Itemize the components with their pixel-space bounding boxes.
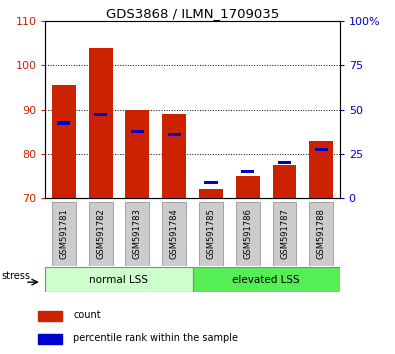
Bar	[38, 311, 62, 321]
Bar	[241, 170, 254, 173]
Bar	[193, 267, 340, 292]
Bar	[162, 114, 186, 198]
Bar	[126, 202, 149, 266]
Bar	[273, 165, 297, 198]
Text: count: count	[73, 310, 101, 320]
Bar	[309, 141, 333, 198]
Bar	[273, 202, 297, 266]
Bar	[315, 148, 328, 151]
Bar	[57, 121, 70, 125]
Bar	[38, 333, 62, 344]
Bar	[94, 113, 107, 116]
Bar	[309, 202, 333, 266]
Bar	[199, 189, 223, 198]
Bar	[162, 202, 186, 266]
Text: normal LSS: normal LSS	[90, 275, 149, 285]
Bar	[52, 85, 76, 198]
Bar	[126, 110, 149, 198]
Text: GSM591787: GSM591787	[280, 208, 289, 259]
Bar	[88, 48, 113, 198]
Bar	[167, 132, 181, 136]
Text: GSM591783: GSM591783	[133, 208, 142, 259]
Text: GSM591781: GSM591781	[59, 208, 68, 259]
Text: GSM591785: GSM591785	[207, 208, 215, 259]
Text: GSM591784: GSM591784	[170, 208, 179, 259]
Text: GSM591786: GSM591786	[243, 208, 252, 259]
Bar	[204, 181, 218, 184]
Bar	[45, 267, 193, 292]
Bar	[278, 161, 291, 164]
Text: GSM591782: GSM591782	[96, 208, 105, 259]
Bar	[236, 176, 260, 198]
Text: percentile rank within the sample: percentile rank within the sample	[73, 333, 238, 343]
Text: elevated LSS: elevated LSS	[232, 275, 300, 285]
Text: stress: stress	[1, 271, 30, 281]
Bar	[52, 202, 76, 266]
Bar	[236, 202, 260, 266]
Title: GDS3868 / ILMN_1709035: GDS3868 / ILMN_1709035	[106, 7, 279, 20]
Text: GSM591788: GSM591788	[317, 208, 326, 259]
Bar	[199, 202, 223, 266]
Bar	[88, 202, 113, 266]
Bar	[131, 130, 144, 133]
